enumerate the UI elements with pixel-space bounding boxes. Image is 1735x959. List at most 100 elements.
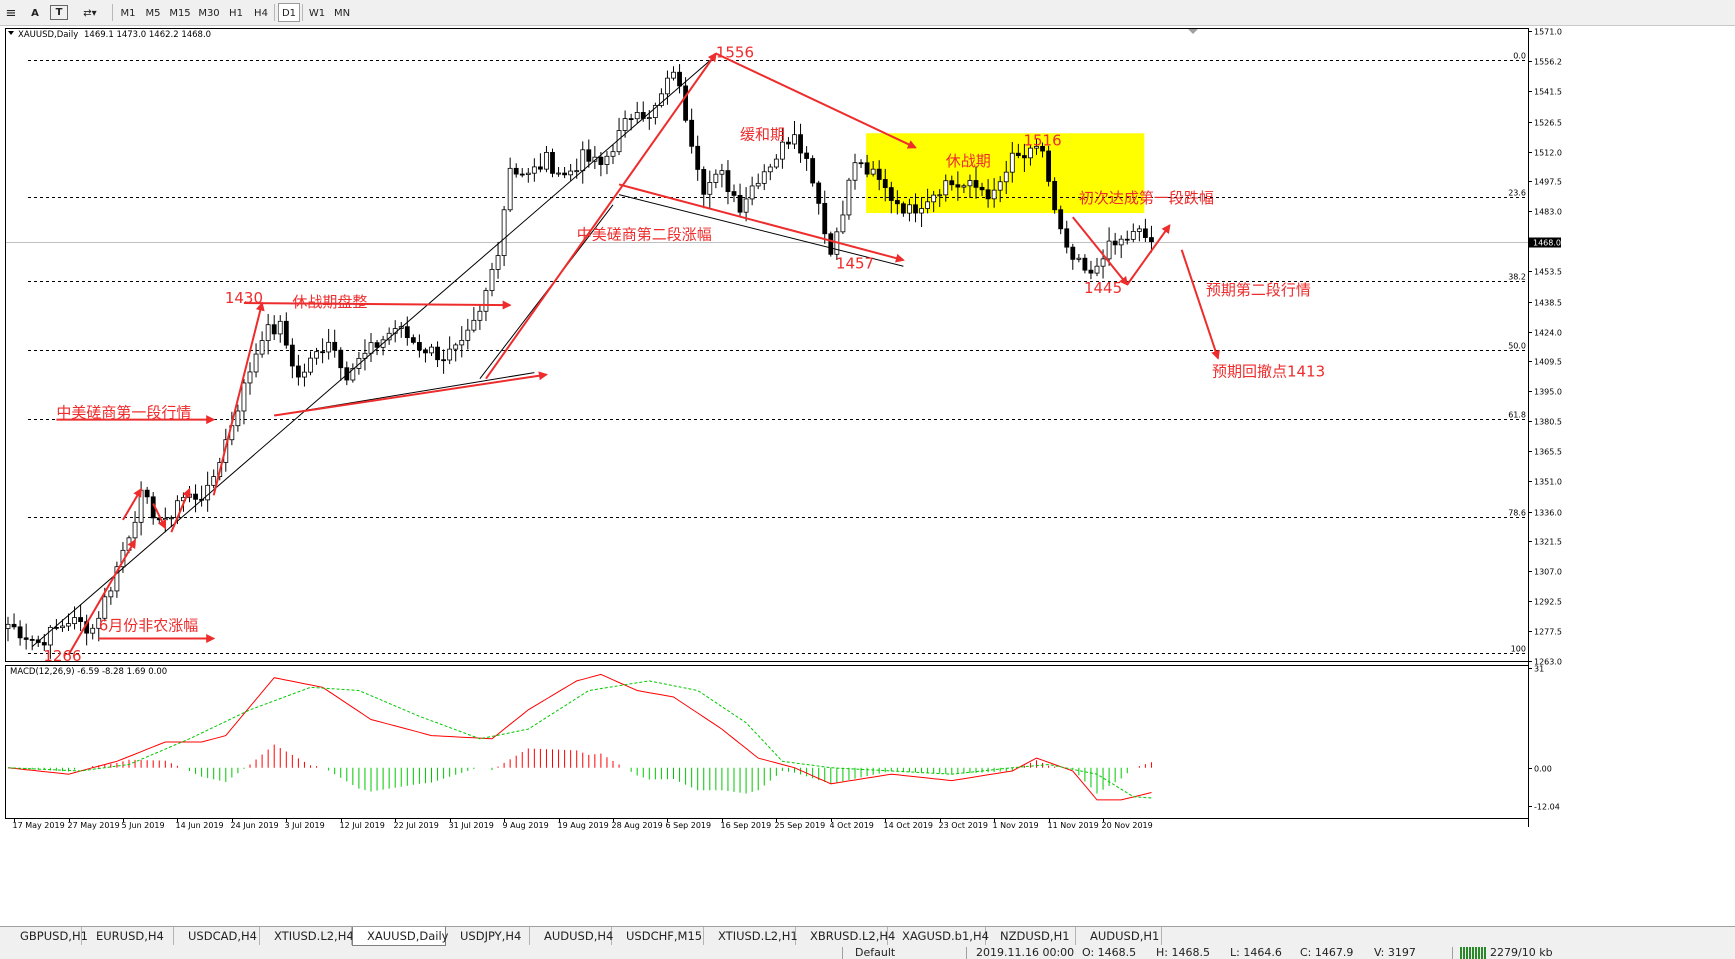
candle[interactable] [937,189,943,207]
candle[interactable] [1015,143,1021,159]
candle[interactable] [283,312,289,349]
chart-tab[interactable]: XAUUSD,Daily [352,927,449,946]
candle[interactable] [913,193,918,223]
candle[interactable] [846,177,852,220]
candle[interactable] [677,64,682,94]
candle[interactable] [1118,235,1124,259]
candle[interactable] [822,190,828,244]
candle[interactable] [489,262,495,297]
chart-tab[interactable]: XAGUSD.b1,H4 [888,927,989,945]
annotation-arrow[interactable] [1180,249,1220,360]
candle[interactable] [616,117,622,156]
annotation-arrow[interactable] [122,487,142,521]
candle[interactable] [907,198,912,222]
annotation-arrow[interactable] [212,301,265,496]
candle[interactable] [168,515,174,528]
annotation-label[interactable]: 缓和期 [740,125,785,143]
timeframe-h4[interactable]: H4 [254,8,268,19]
candle[interactable] [277,315,283,343]
candle[interactable] [731,184,737,203]
chart-menu-icon[interactable] [8,31,14,35]
candle[interactable] [247,362,253,395]
candle[interactable] [1058,205,1064,235]
candle[interactable] [416,334,422,358]
candle[interactable] [5,616,11,642]
candle[interactable] [398,321,404,338]
timeframe-m5[interactable]: M5 [145,8,161,19]
candle[interactable] [767,163,773,181]
candle[interactable] [925,188,930,214]
annotation-label[interactable]: 休战期盘整 [292,293,367,311]
candle[interactable] [634,101,640,124]
candle[interactable] [193,484,198,513]
candle[interactable] [23,623,29,650]
candle[interactable] [531,158,537,182]
candle[interactable] [840,200,846,235]
candle[interactable] [1106,227,1112,266]
candle[interactable] [302,363,307,387]
chart-tab[interactable]: XTIUSD.L2,H1 [704,927,798,945]
candle[interactable] [1124,230,1130,245]
candle[interactable] [1094,257,1100,277]
candle[interactable] [556,166,561,177]
annotation-label[interactable]: 6月份非农涨幅 [99,616,199,634]
candle[interactable] [1052,177,1058,214]
candle[interactable] [876,160,882,191]
candle[interactable] [525,167,531,183]
candle[interactable] [447,336,453,365]
candle[interactable] [459,326,465,358]
candle[interactable] [465,318,471,350]
candle[interactable] [888,181,894,214]
candle[interactable] [513,163,519,178]
candle[interactable] [695,135,701,181]
candle[interactable] [429,343,434,356]
candle[interactable] [665,70,670,105]
chart-tab[interactable]: AUDUSD,H4 [530,927,613,945]
candle[interactable] [828,231,834,257]
annotation-label[interactable]: 预期回撤点1413 [1212,363,1325,381]
candle[interactable] [604,151,610,175]
candle[interactable] [991,178,997,208]
candle[interactable] [144,486,150,504]
candle[interactable] [1070,243,1076,270]
annotation-label[interactable]: 1457 [836,254,874,272]
candle[interactable] [1082,254,1088,274]
candle[interactable] [652,102,658,125]
candle[interactable] [435,341,440,368]
candle[interactable] [211,469,217,489]
candle[interactable] [477,305,483,330]
candle[interactable] [205,471,211,512]
candle[interactable] [580,141,586,184]
annotation-arrow[interactable] [1126,224,1171,286]
candle[interactable] [386,327,392,345]
candle[interactable] [1136,225,1142,242]
candle[interactable] [1028,144,1033,166]
annotation-arrow[interactable] [152,503,167,530]
candle[interactable] [60,619,65,632]
candle[interactable] [199,485,205,507]
candle[interactable] [289,338,295,379]
candle[interactable] [713,169,719,189]
chart-tab[interactable]: AUDUSD,H1 [1076,927,1162,945]
candle[interactable] [864,154,870,178]
candle[interactable] [495,241,501,279]
candle[interactable] [471,307,477,333]
candle[interactable] [1076,253,1082,263]
timeframe-m15[interactable]: M15 [169,8,191,19]
candle[interactable] [295,354,301,386]
candle[interactable] [96,611,102,642]
annotation-label[interactable]: 休战期 [946,152,991,170]
timeframe-mn[interactable]: MN [333,8,351,19]
annotation-arrow[interactable] [274,371,548,417]
annotation-label[interactable]: 1556 [716,44,754,62]
candle[interactable] [598,152,604,177]
candle[interactable] [967,174,973,199]
candle[interactable] [659,88,664,108]
candle[interactable] [362,339,368,371]
candle[interactable] [1149,225,1154,253]
chart-area[interactable]: XAUUSD,Daily 1469.1 1473.0 1462.2 1468.0… [0,27,1735,925]
candle[interactable] [404,316,410,346]
timeframe-d1[interactable]: D1 [278,3,300,22]
candle[interactable] [804,146,809,171]
timeframe-w1[interactable]: W1 [308,8,326,19]
